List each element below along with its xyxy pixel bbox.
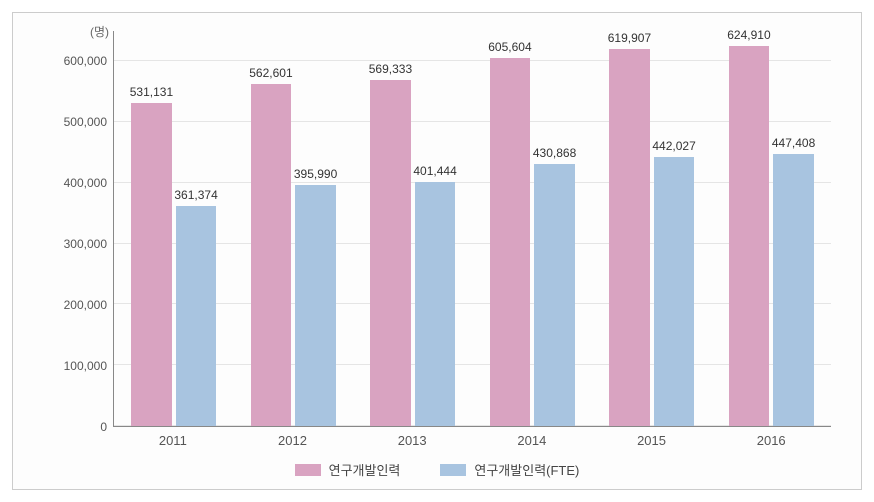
x-tick-label: 2013 bbox=[352, 427, 472, 448]
legend-item: 연구개발인력 bbox=[295, 460, 401, 479]
bar-group: 619,907442,027 bbox=[592, 31, 712, 426]
legend-swatch bbox=[440, 464, 466, 476]
bar-value-label: 569,333 bbox=[369, 62, 412, 76]
y-axis-unit: (명) bbox=[90, 23, 109, 40]
bar-group: 624,910447,408 bbox=[712, 31, 832, 426]
bar-value-label: 361,374 bbox=[174, 188, 217, 202]
bar-group: 531,131361,374 bbox=[114, 31, 234, 426]
x-tick-label: 2015 bbox=[592, 427, 712, 448]
bar: 619,907 bbox=[609, 49, 650, 426]
y-axis: (명) 0100,000200,000300,000400,000500,000… bbox=[43, 31, 113, 427]
bar-groups: 531,131361,374562,601395,990569,333401,4… bbox=[114, 31, 831, 426]
bar: 562,601 bbox=[251, 84, 292, 426]
bar-group: 605,604430,868 bbox=[473, 31, 593, 426]
y-tick-label: 500,000 bbox=[64, 115, 107, 129]
x-tick-label: 2014 bbox=[472, 427, 592, 448]
bar-group: 562,601395,990 bbox=[234, 31, 354, 426]
legend-label: 연구개발인력 bbox=[329, 460, 401, 479]
legend-label: 연구개발인력(FTE) bbox=[474, 460, 579, 479]
bar: 361,374 bbox=[176, 206, 217, 426]
bar: 605,604 bbox=[490, 58, 531, 426]
plot-row: (명) 0100,000200,000300,000400,000500,000… bbox=[43, 31, 831, 427]
bar: 401,444 bbox=[415, 182, 456, 426]
bar: 395,990 bbox=[295, 185, 336, 426]
bar-value-label: 447,408 bbox=[772, 136, 815, 150]
y-tick-label: 600,000 bbox=[64, 54, 107, 68]
legend-swatch bbox=[295, 464, 321, 476]
bar: 447,408 bbox=[773, 154, 814, 426]
y-tick-label: 0 bbox=[100, 420, 107, 434]
bar-value-label: 430,868 bbox=[533, 146, 576, 160]
bar-value-label: 401,444 bbox=[413, 164, 456, 178]
bar-value-label: 531,131 bbox=[130, 85, 173, 99]
plot-area: 531,131361,374562,601395,990569,333401,4… bbox=[113, 31, 831, 427]
bar: 531,131 bbox=[131, 103, 172, 426]
bar-group: 569,333401,444 bbox=[353, 31, 473, 426]
x-tick-label: 2011 bbox=[113, 427, 233, 448]
y-tick-label: 300,000 bbox=[64, 237, 107, 251]
bar-value-label: 395,990 bbox=[294, 167, 337, 181]
bar-value-label: 442,027 bbox=[652, 139, 695, 153]
bar: 569,333 bbox=[370, 80, 411, 426]
y-tick-label: 400,000 bbox=[64, 176, 107, 190]
y-tick-label: 200,000 bbox=[64, 298, 107, 312]
x-tick-label: 2016 bbox=[711, 427, 831, 448]
bar: 430,868 bbox=[534, 164, 575, 426]
bar: 442,027 bbox=[654, 157, 695, 426]
bar-value-label: 605,604 bbox=[488, 40, 531, 54]
bar-value-label: 624,910 bbox=[727, 28, 770, 42]
x-axis: 201120122013201420152016 bbox=[113, 427, 831, 448]
bar-value-label: 619,907 bbox=[608, 31, 651, 45]
x-tick-label: 2012 bbox=[233, 427, 353, 448]
legend: 연구개발인력 연구개발인력(FTE) bbox=[43, 460, 831, 479]
chart-container: (명) 0 100,000 200,000 300,000 400,000 500,000… bbox=[12, 12, 862, 490]
legend-item: 연구개발인력(FTE) bbox=[440, 460, 579, 479]
bar: 624,910 bbox=[729, 46, 770, 426]
bar-value-label: 562,601 bbox=[249, 66, 292, 80]
y-tick-label: 100,000 bbox=[64, 359, 107, 373]
